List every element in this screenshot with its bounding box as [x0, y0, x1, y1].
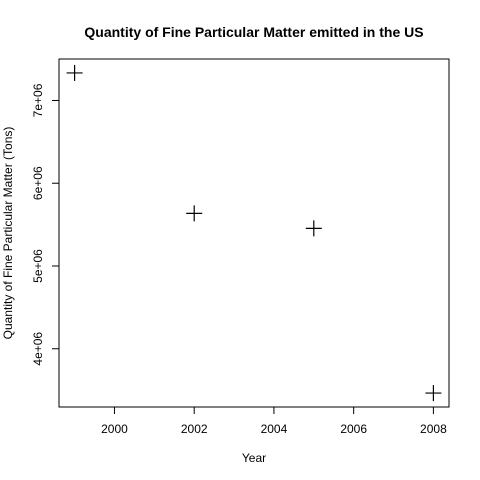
x-tick-label: 2008 — [420, 422, 447, 436]
y-tick-label: 5e+06 — [31, 249, 45, 283]
y-tick-label: 7e+06 — [31, 83, 45, 117]
x-tick-label: 2006 — [340, 422, 367, 436]
data-point — [305, 220, 322, 237]
plot-area-border — [58, 58, 450, 408]
x-tick-label: 2000 — [101, 422, 128, 436]
y-tick-label: 6e+06 — [31, 166, 45, 200]
y-axis-label: Quantity of Fine Particular Matter (Tons… — [1, 127, 15, 340]
x-axis-label: Year — [242, 451, 266, 465]
x-tick-label: 2002 — [181, 422, 208, 436]
y-tick-label: 4e+06 — [31, 332, 45, 366]
y-axis: 4e+06 5e+06 6e+06 7e+06 — [31, 83, 60, 366]
x-tick-label: 2004 — [261, 422, 288, 436]
data-points — [66, 64, 442, 402]
data-point — [66, 64, 83, 81]
chart-title: Quantity of Fine Particular Matter emitt… — [84, 24, 423, 40]
x-axis: 2000 2002 2004 2006 2008 — [101, 406, 447, 436]
data-point — [186, 205, 203, 222]
data-point — [425, 385, 442, 402]
